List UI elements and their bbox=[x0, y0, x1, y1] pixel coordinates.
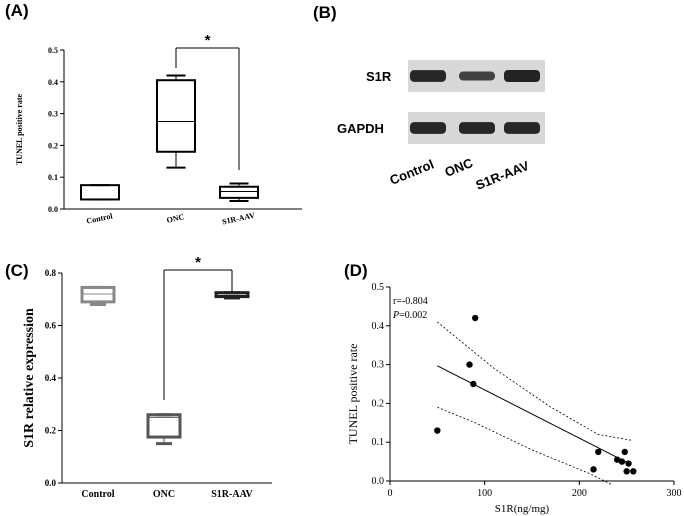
box-body bbox=[80, 184, 120, 201]
y-tick-label: 0.5 bbox=[48, 46, 58, 55]
blot-band bbox=[410, 70, 446, 82]
x-tick-label: Control bbox=[81, 489, 114, 500]
box-onc bbox=[146, 413, 182, 446]
y-tick-label: 0.4 bbox=[372, 321, 385, 332]
box-body bbox=[219, 185, 259, 199]
scatter-point bbox=[466, 361, 473, 368]
x-tick-label: 0 bbox=[388, 488, 393, 499]
lane-label: ONC bbox=[443, 155, 476, 180]
y-tick-label: 0.3 bbox=[48, 110, 58, 119]
x-tick-label: 100 bbox=[477, 488, 492, 499]
blot-band bbox=[459, 71, 495, 81]
box-body bbox=[156, 79, 196, 153]
y-tick-label: 0.0 bbox=[45, 478, 57, 488]
panel-label-c: (C) bbox=[5, 261, 29, 280]
scatter-point bbox=[472, 314, 479, 322]
lane-label: Control bbox=[388, 157, 436, 188]
y-tick-label: 0.2 bbox=[372, 398, 385, 409]
y-tick-label: 0.0 bbox=[372, 476, 385, 487]
x-tick-label: S1R-AAV bbox=[211, 489, 253, 500]
x-tick-label: ONC bbox=[153, 489, 175, 500]
scatter-point bbox=[595, 448, 602, 456]
y-tick-label: 0.6 bbox=[45, 321, 57, 331]
x-tick-label: 300 bbox=[667, 488, 682, 499]
lane-label: S1R-AAV bbox=[474, 158, 532, 193]
p-value: P=0.002 bbox=[392, 310, 427, 321]
box-control bbox=[80, 285, 116, 306]
y-tick-label: 0.3 bbox=[372, 360, 385, 371]
x-tick-label: Control bbox=[86, 211, 115, 225]
y-tick-label: 0.0 bbox=[48, 205, 58, 214]
blot-band bbox=[504, 69, 540, 83]
y-tick-label: 0.2 bbox=[45, 426, 57, 436]
ci-lower-curve bbox=[437, 406, 613, 486]
y-axis-label: S1R relative expression bbox=[22, 308, 37, 448]
box-s1r-aav bbox=[214, 291, 250, 300]
y-tick-label: 0.2 bbox=[48, 141, 58, 150]
panel-c-chart: 0.0 0.2 0.4 0.6 0.8 S1R relative expression Co… bbox=[22, 254, 272, 500]
scatter-point bbox=[621, 448, 628, 456]
scatter-point bbox=[625, 460, 632, 467]
box-body bbox=[214, 291, 250, 299]
regression-line bbox=[437, 365, 632, 466]
box-s1r-aav bbox=[219, 182, 259, 203]
box-onc bbox=[156, 74, 196, 169]
box-body bbox=[146, 413, 182, 439]
y-tick-label: 0.5 bbox=[372, 282, 385, 293]
scatter-point bbox=[434, 427, 441, 434]
p-value-number: =0.002 bbox=[399, 310, 427, 321]
panel-label-b: (B) bbox=[313, 3, 337, 22]
blot-row-label: GAPDH bbox=[337, 121, 384, 136]
scatter-point bbox=[470, 380, 477, 388]
y-tick-label: 0.4 bbox=[48, 78, 58, 87]
significance-star: * bbox=[205, 32, 211, 49]
box-control bbox=[80, 184, 120, 201]
x-axis-label: S1R(ng/mg) bbox=[495, 503, 550, 515]
p-value-label: P bbox=[392, 310, 399, 321]
panel-d-chart: 0.0 0.1 0.2 0.3 0.4 0.5 0 100 200 300 S1R(ng/mg) TU… bbox=[346, 282, 682, 515]
y-tick-label: 0.4 bbox=[45, 373, 57, 383]
y-tick-label: 0.1 bbox=[372, 437, 385, 448]
blot-band bbox=[410, 122, 446, 134]
panel-label-a: (A) bbox=[5, 1, 29, 20]
scatter-point bbox=[623, 468, 630, 475]
x-tick-label: 200 bbox=[572, 488, 587, 499]
blot-band bbox=[504, 122, 540, 134]
y-axis-label: TUNEL positive rate bbox=[15, 93, 24, 165]
scatter-point bbox=[618, 458, 626, 465]
panel-a-chart: 0.0 0.1 0.2 0.3 0.4 0.5 TUNEL positive rate Con… bbox=[15, 32, 302, 226]
panel-label-d: (D) bbox=[344, 261, 368, 280]
x-tick-label: ONC bbox=[166, 212, 185, 225]
blot-band bbox=[459, 122, 495, 134]
scatter-point bbox=[630, 468, 637, 475]
blot-row-label: S1R bbox=[366, 69, 392, 84]
x-tick-label: S1R-AAV bbox=[221, 211, 256, 227]
significance-star: * bbox=[195, 254, 201, 271]
box-body bbox=[80, 285, 116, 304]
ci-upper-curve bbox=[437, 321, 632, 441]
y-axis-label: TUNEL positive rate bbox=[346, 344, 360, 445]
y-tick-label: 0.1 bbox=[48, 173, 58, 182]
correlation-r: r=-0.804 bbox=[393, 296, 428, 307]
y-tick-label: 0.8 bbox=[45, 268, 57, 278]
scatter-point bbox=[590, 466, 597, 473]
